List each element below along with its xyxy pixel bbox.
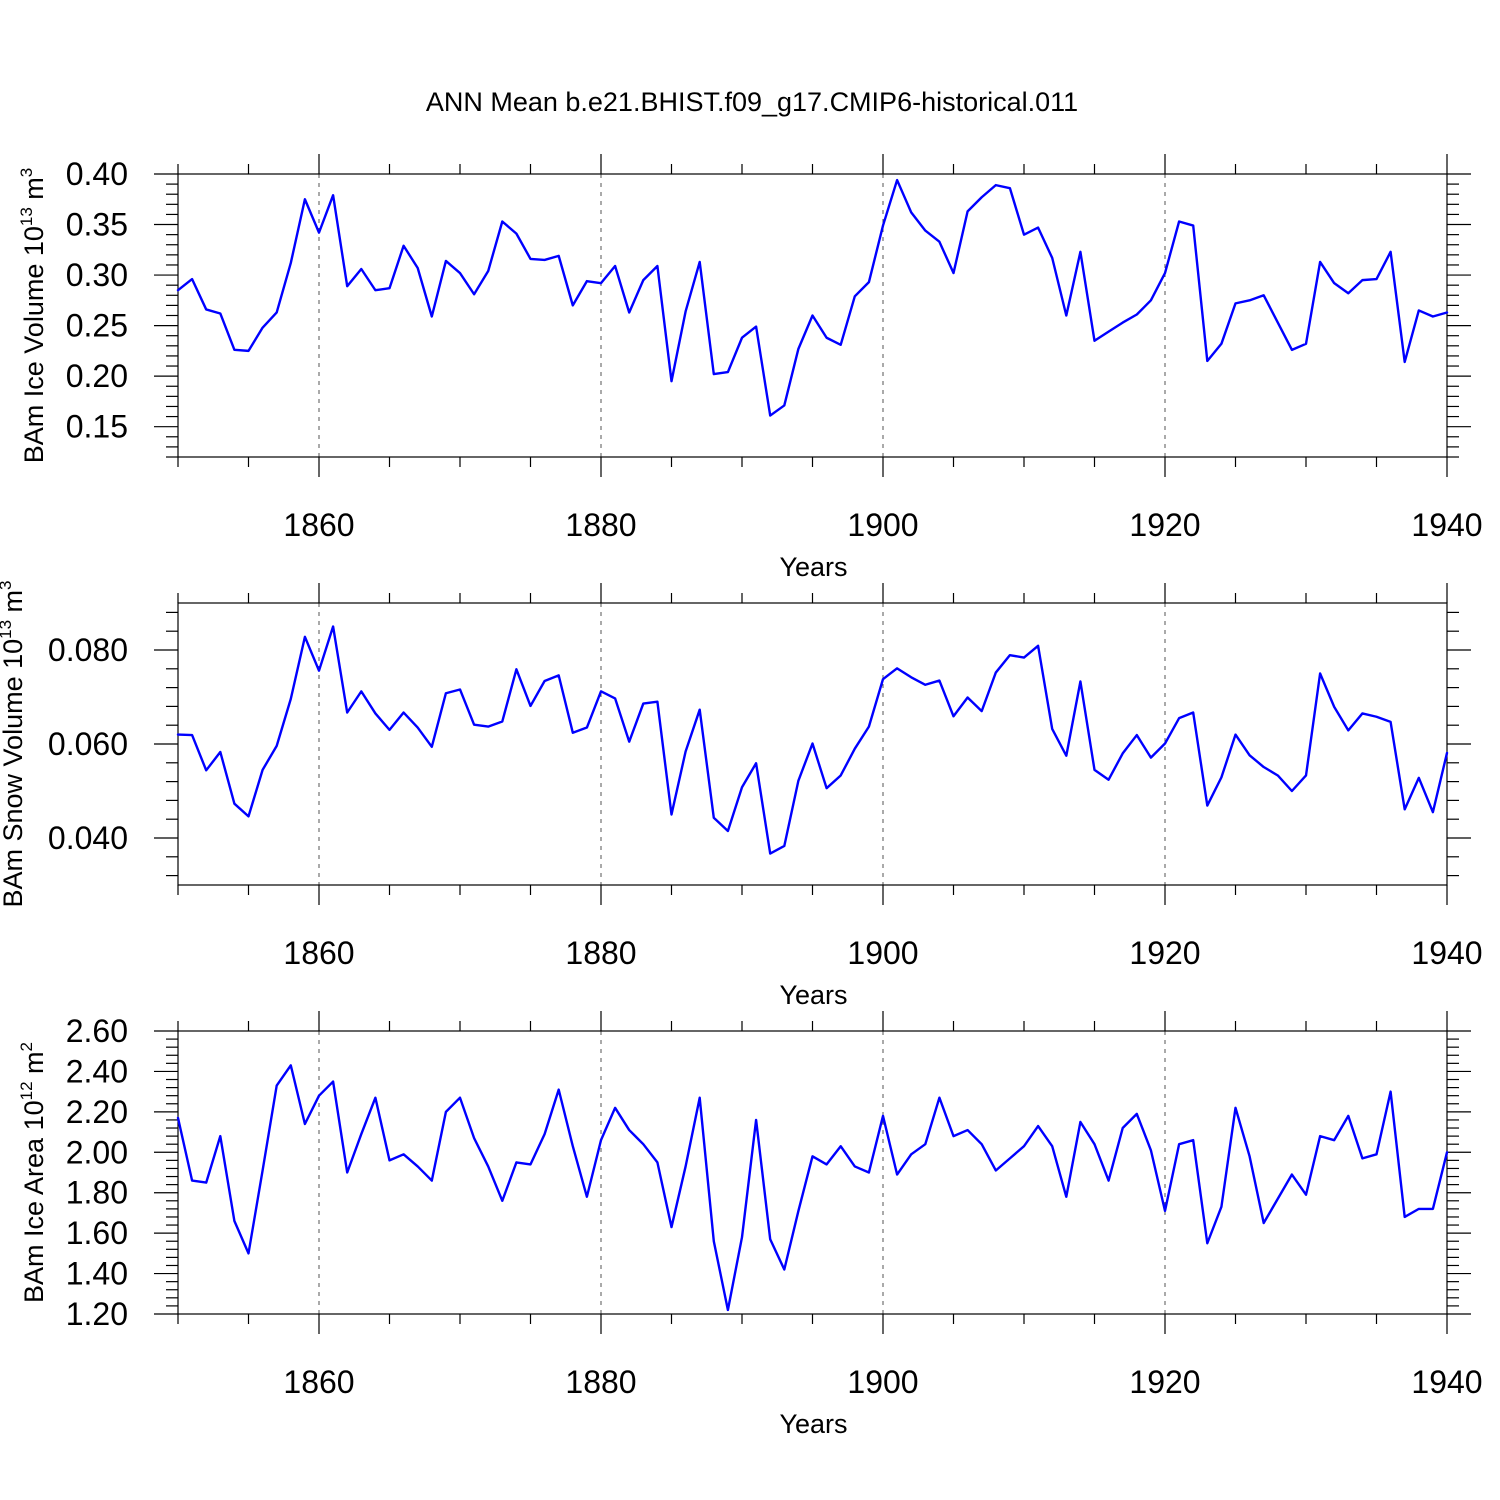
y-tick-label: 0.40 bbox=[66, 156, 128, 192]
x-tick-label: 1900 bbox=[847, 935, 918, 971]
x-tick-label: 1940 bbox=[1411, 507, 1482, 543]
y-axis-title-unit: m bbox=[0, 590, 28, 620]
y-axis-title-unit-exponent: 2 bbox=[17, 1042, 36, 1051]
x-tick-label: 1940 bbox=[1411, 1364, 1482, 1400]
x-tick-label: 1860 bbox=[283, 507, 354, 543]
y-tick-label: 0.25 bbox=[66, 308, 128, 344]
y-axis-title-exponent: 12 bbox=[17, 1081, 36, 1100]
y-axis-title-exponent: 13 bbox=[0, 620, 15, 639]
y-tick-label: 0.20 bbox=[66, 358, 128, 394]
y-tick-label: 2.40 bbox=[66, 1053, 128, 1089]
y-tick-label: 1.40 bbox=[66, 1256, 128, 1292]
x-tick-label: 1900 bbox=[847, 507, 918, 543]
x-tick-label: 1880 bbox=[565, 507, 636, 543]
x-axis-title: Years bbox=[779, 552, 847, 582]
y-axis-title-main: BAm Ice Area 10 bbox=[19, 1100, 49, 1303]
x-axis-title: Years bbox=[779, 1409, 847, 1439]
y-axis-title: BAm Snow Volume 1013 m3 bbox=[0, 580, 28, 907]
x-tick-label: 1880 bbox=[565, 1364, 636, 1400]
chart-title: ANN Mean b.e21.BHIST.f09_g17.CMIP6-histo… bbox=[426, 87, 1078, 117]
y-axis-title: BAm Ice Area 1012 m2 bbox=[17, 1042, 49, 1303]
chart-panel-1: 0.15 0.20 0.25 0.30 0.35 0.40 1860 1880 1900 1920… bbox=[17, 154, 1483, 582]
series-line bbox=[176, 1064, 1449, 1312]
y-tick-label: 0.30 bbox=[66, 257, 128, 293]
y-axis-title-unit-exponent: 3 bbox=[17, 168, 36, 177]
y-tick-label: 1.60 bbox=[66, 1215, 128, 1251]
y-axis-title: BAm Ice Volume 1013 m3 bbox=[17, 168, 49, 464]
y-tick-label: 0.15 bbox=[66, 409, 128, 445]
y-tick-label: 2.20 bbox=[66, 1094, 128, 1130]
y-tick-label: 2.00 bbox=[66, 1134, 128, 1170]
x-tick-label: 1940 bbox=[1411, 935, 1482, 971]
x-tick-label: 1880 bbox=[565, 935, 636, 971]
y-tick-label: 2.60 bbox=[66, 1013, 128, 1049]
x-tick-label: 1920 bbox=[1129, 1364, 1200, 1400]
y-axis-title-unit: m bbox=[19, 1051, 49, 1081]
x-tick-label: 1860 bbox=[283, 1364, 354, 1400]
y-axis-title-main: BAm Snow Volume 10 bbox=[0, 639, 28, 908]
x-axis-title: Years bbox=[779, 980, 847, 1010]
series-line bbox=[176, 625, 1449, 855]
y-tick-label: 0.040 bbox=[48, 820, 128, 856]
series-line bbox=[176, 178, 1449, 417]
y-tick-label: 1.20 bbox=[66, 1296, 128, 1332]
y-tick-label: 0.080 bbox=[48, 632, 128, 668]
y-axis-title-unit: m bbox=[19, 177, 49, 207]
y-axis-title-main: BAm Ice Volume 10 bbox=[19, 226, 49, 463]
chart-panel-3: 1.20 1.40 1.60 1.80 2.00 2.20 2.40 2.60 1860 1880… bbox=[17, 1011, 1483, 1439]
y-tick-label: 0.35 bbox=[66, 207, 128, 243]
x-tick-label: 1900 bbox=[847, 1364, 918, 1400]
x-tick-label: 1920 bbox=[1129, 935, 1200, 971]
x-tick-label: 1860 bbox=[283, 935, 354, 971]
plot-frame bbox=[177, 1030, 1448, 1315]
x-tick-label: 1920 bbox=[1129, 507, 1200, 543]
chart-panel-2: 0.040 0.060 0.080 1860 1880 1900 1920 1940 Years… bbox=[0, 580, 1483, 1010]
y-tick-label: 1.80 bbox=[66, 1175, 128, 1211]
y-tick-label: 0.060 bbox=[48, 726, 128, 762]
y-axis-title-exponent: 13 bbox=[17, 207, 36, 226]
y-axis-title-unit-exponent: 3 bbox=[0, 580, 15, 589]
